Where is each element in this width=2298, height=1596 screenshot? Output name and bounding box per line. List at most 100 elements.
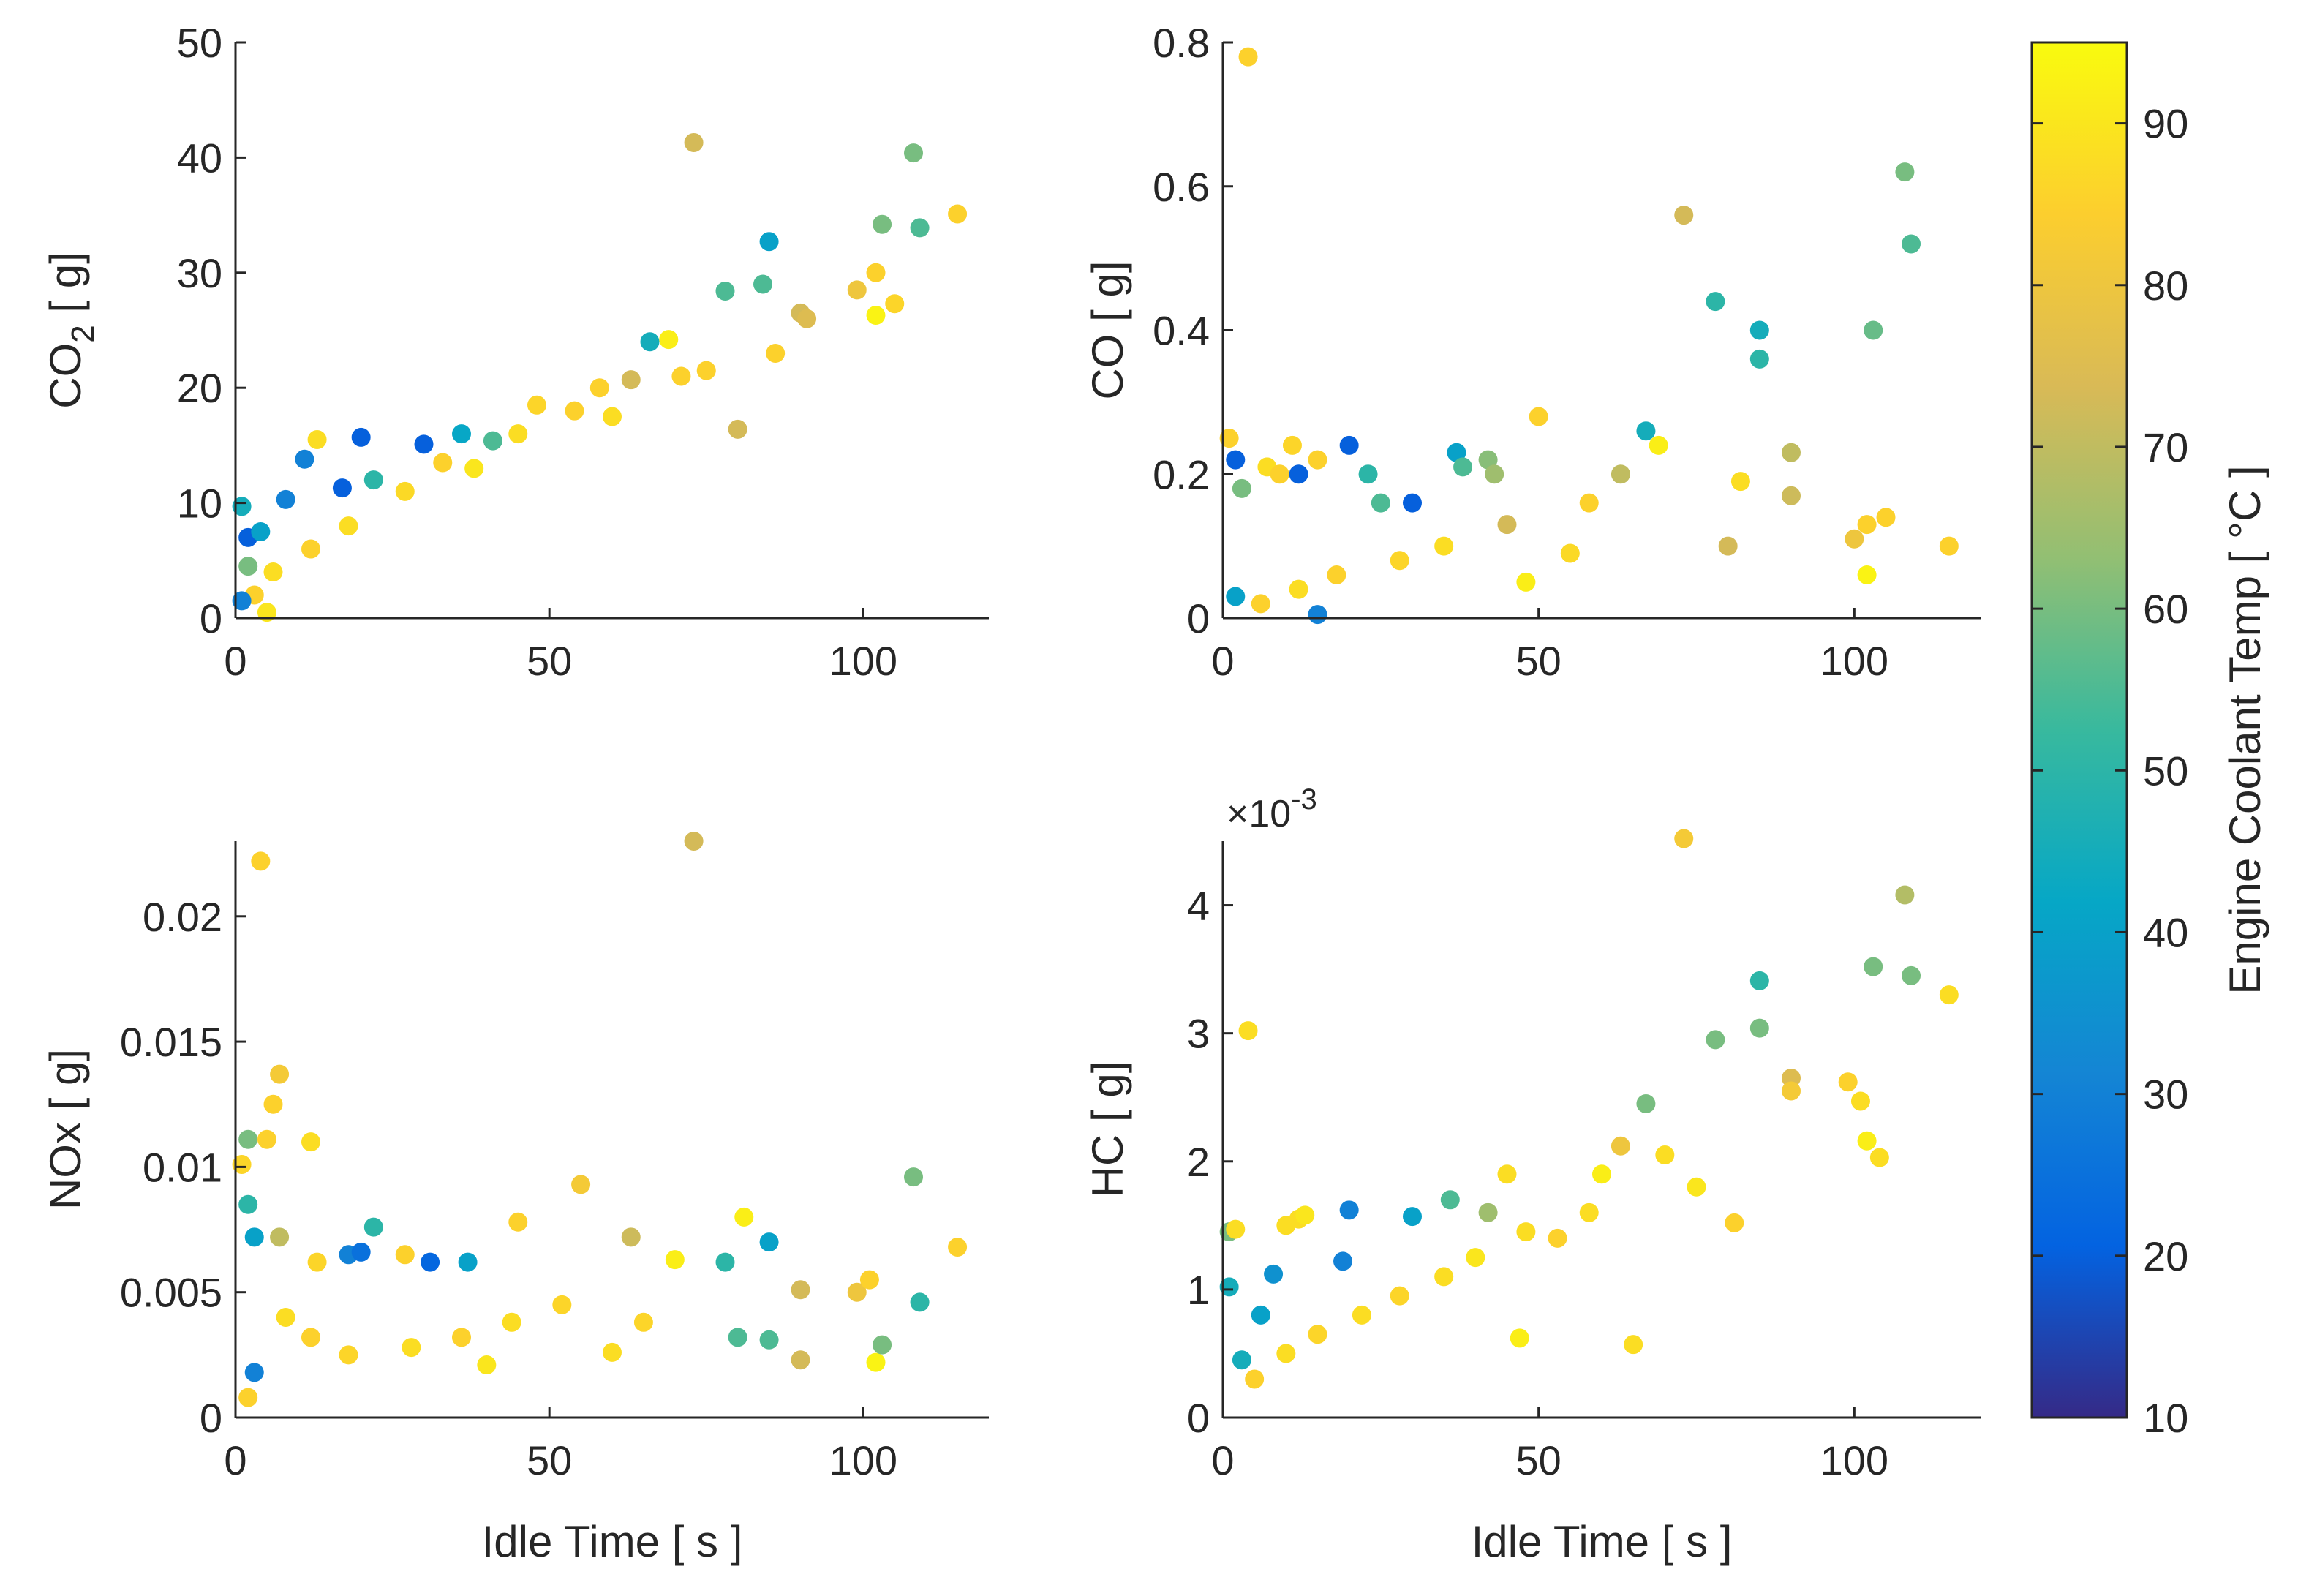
hc-point-6 [1749,971,1769,990]
co-point-32 [1857,515,1877,535]
hc-point-0 [1238,1021,1258,1041]
co-point-6 [1282,435,1302,455]
co2-point-43 [263,562,283,582]
co2-point-15 [640,332,660,352]
nox-y-tick-label: 0.02 [143,894,222,940]
nox-point-42 [276,1307,295,1327]
colorbar-tick-label: 30 [2143,1072,2188,1118]
colorbar-tick-label: 40 [2143,909,2188,955]
co-point-1 [1219,429,1239,448]
co2-point-36 [527,395,546,415]
hc-point-20 [1510,1328,1529,1348]
hc-point-31 [1478,1202,1498,1222]
hc-point-38 [1308,1325,1327,1344]
colorbar-tick-label: 80 [2143,263,2188,309]
co-point-24 [1718,536,1738,556]
hc-point-14 [1869,1148,1889,1167]
co-point-8 [1308,450,1327,470]
colorbar-tick-label: 10 [2143,1395,2188,1441]
co-x-tick-label: 0 [1211,638,1234,684]
co2-point-24 [847,280,867,300]
hc-points [1219,829,1959,1389]
nox-point-34 [948,1238,968,1257]
co2-point-25 [866,263,886,282]
nox-point-25 [759,1330,779,1350]
co-y-tick-label: 0.2 [1153,451,1210,497]
co-point-40 [1390,551,1409,571]
hc-point-37 [1352,1305,1371,1325]
co2-point-33 [696,361,716,380]
nox-point-39 [402,1338,421,1358]
hc-point-18 [1655,1145,1675,1165]
nox-point-13 [351,1242,371,1262]
co-point-9 [1339,435,1359,455]
panel-nox: 0 50 100 0 0.005 0.01 0.015 0.02 NOx [ g] Idle Ti… [41,832,989,1566]
hc-point-11 [1838,1072,1858,1092]
nox-point-11 [307,1252,327,1272]
hc-y-label: HC [ g] [1083,1061,1132,1198]
co2-y-tick-label: 0 [200,595,222,641]
nox-x-label: Idle Time [ s ] [482,1517,743,1566]
co2-point-9 [414,434,434,454]
co2-point-39 [395,481,415,501]
nox-point-27 [791,1350,810,1370]
nox-point-18 [508,1212,528,1232]
hc-point-8 [1706,1030,1725,1050]
nox-point-47 [477,1355,497,1375]
co2-point-29 [904,143,923,163]
nox-y-label: NOx [ g] [41,1049,90,1210]
co2-point-26 [866,306,886,325]
co2-point-4 [295,449,314,469]
co-y-tick-label: 0.8 [1153,20,1210,66]
hc-point-3 [1864,957,1883,976]
hc-point-26 [1295,1205,1315,1225]
co2-y-tick-label: 50 [177,20,222,66]
co-point-7 [1289,464,1308,484]
co2-point-41 [339,516,358,536]
nox-point-5 [238,1129,258,1149]
hc-y-tick-label: 0 [1187,1395,1210,1441]
nox-point-35 [728,1328,747,1347]
co-x-tick-label: 50 [1516,638,1561,684]
co-point-35 [1895,162,1915,182]
nox-point-24 [759,1232,779,1252]
hc-point-28 [1333,1251,1353,1271]
nox-x-tick-label: 50 [527,1437,572,1483]
hc-point-46 [1497,1164,1517,1184]
hc-point-7 [1749,1018,1769,1038]
nox-y-tick-label: 0 [200,1395,222,1441]
hc-point-40 [1245,1369,1265,1389]
nox-points [232,832,968,1407]
colorbar-tick-label: 50 [2143,748,2188,794]
hc-point-45 [1592,1164,1611,1184]
co-point-12 [1403,493,1422,513]
nox-point-23 [734,1207,754,1227]
nox-point-33 [910,1292,930,1312]
hc-y-tick-label: 1 [1187,1267,1210,1313]
co-point-38 [1497,515,1517,535]
co2-point-6 [332,478,352,498]
hc-point-27 [1339,1200,1359,1220]
co2-point-12 [565,401,584,421]
nox-y-tick-label: 0.01 [143,1144,222,1190]
hc-point-10 [1782,1081,1801,1101]
co-point-17 [1529,407,1548,426]
co-y-tick-label: 0.4 [1153,308,1210,354]
hc-y-tick-label: 4 [1187,883,1210,929]
hc-point-19 [1624,1335,1643,1355]
co-point-34 [1876,508,1896,527]
co2-point-21 [759,232,779,252]
co2-point-46 [232,591,252,611]
co2-point-14 [621,370,641,390]
hc-point-23 [1264,1264,1284,1284]
nox-point-28 [847,1282,867,1302]
hc-point-22 [1226,1219,1246,1239]
co2-point-2 [251,522,271,541]
nox-point-46 [633,1312,653,1332]
co-point-29 [1782,486,1801,505]
hc-point-17 [1725,1213,1744,1232]
colorbar-tick-label: 60 [2143,586,2188,632]
co-point-21 [1649,435,1668,455]
co-point-31 [1857,565,1877,584]
